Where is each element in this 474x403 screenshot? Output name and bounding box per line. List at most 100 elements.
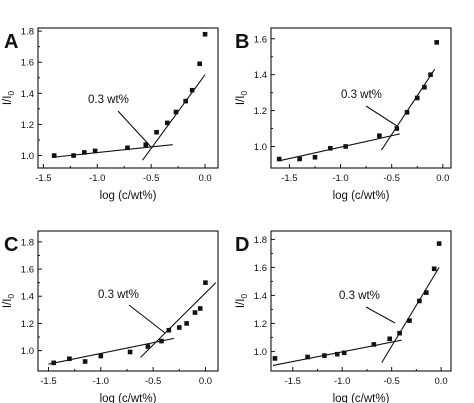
x-tick-label-c: -0.5 bbox=[145, 376, 161, 387]
y-tick-label-a: 1.6 bbox=[21, 58, 34, 69]
annotation-text-d: 0.3 wt% bbox=[339, 290, 380, 302]
data-point-c bbox=[82, 359, 88, 364]
panel-label-d: D bbox=[235, 234, 249, 256]
x-tick-label-a: -1.5 bbox=[35, 173, 51, 184]
fit-line-high-d bbox=[381, 267, 440, 363]
y-axis-title-sub-a: 0 bbox=[6, 91, 16, 96]
data-point-c bbox=[192, 310, 198, 315]
data-point-a bbox=[71, 153, 76, 158]
y-axis-title-sub-c: 0 bbox=[6, 294, 16, 299]
y-tick-label-d: 1.2 bbox=[254, 319, 267, 330]
x-tick-label-a: -1.0 bbox=[89, 173, 105, 184]
data-point-c bbox=[127, 349, 133, 355]
data-point-a bbox=[165, 120, 170, 126]
data-point-d bbox=[417, 298, 422, 304]
data-point-a bbox=[189, 87, 195, 93]
data-point-b bbox=[394, 126, 400, 131]
x-tick-label-b: -1.0 bbox=[332, 173, 348, 184]
data-point-b bbox=[276, 156, 282, 162]
data-point-c bbox=[51, 360, 56, 366]
data-point-a bbox=[82, 150, 87, 155]
data-point-a bbox=[154, 129, 159, 135]
data-point-a bbox=[125, 145, 130, 151]
y-tick-label-a: 1.2 bbox=[21, 120, 34, 131]
y-axis-title-a: I/I0 bbox=[2, 91, 16, 106]
data-point-b bbox=[428, 72, 433, 77]
data-point-c bbox=[197, 306, 203, 311]
data-point-a bbox=[92, 148, 98, 154]
data-point-a bbox=[173, 109, 179, 115]
data-point-c bbox=[176, 325, 182, 330]
y-axis-title-main-d: I/I bbox=[235, 299, 247, 309]
x-tick-label-b: -0.5 bbox=[383, 173, 399, 184]
x-tick-label-c: 0.0 bbox=[199, 376, 212, 387]
y-tick-label-c: 1.8 bbox=[21, 237, 34, 248]
annotation-text-c: 0.3 wt% bbox=[98, 289, 139, 301]
x-tick-label-d: -0.5 bbox=[383, 376, 399, 387]
data-point-c bbox=[166, 327, 172, 333]
data-point-c bbox=[159, 338, 164, 344]
data-point-a bbox=[197, 61, 202, 67]
data-point-d bbox=[431, 266, 437, 272]
x-tick-label-b: 0.0 bbox=[436, 173, 449, 184]
x-axis-title-b: log (c/wt%) bbox=[333, 190, 390, 202]
data-point-d bbox=[436, 241, 442, 246]
y-tick-label-b: 1.4 bbox=[254, 70, 267, 81]
y-tick-label-d: 1.8 bbox=[254, 235, 267, 246]
x-tick-label-d: 0.0 bbox=[435, 376, 448, 387]
x-tick-label-a: -0.5 bbox=[143, 173, 159, 184]
x-tick-label-b: -1.5 bbox=[281, 173, 297, 184]
panel-label-c: C bbox=[4, 234, 18, 256]
data-point-b bbox=[414, 95, 420, 101]
data-point-d bbox=[341, 350, 347, 356]
data-point-b bbox=[343, 144, 348, 149]
data-point-d bbox=[387, 336, 392, 342]
x-tick-label-c: -1.5 bbox=[40, 376, 56, 387]
y-tick-label-c: 1.6 bbox=[21, 265, 34, 276]
y-axis-title-main-c: I/I bbox=[2, 299, 14, 309]
x-tick-label-c: -1.0 bbox=[93, 376, 109, 387]
data-point-a bbox=[143, 142, 149, 147]
fit-line-high-a bbox=[142, 74, 206, 161]
annotation-arrow-c bbox=[128, 304, 166, 334]
data-point-b bbox=[434, 40, 439, 45]
y-tick-label-d: 1.6 bbox=[254, 263, 267, 274]
y-axis-title-main-b: I/I bbox=[235, 96, 247, 106]
data-point-a bbox=[202, 31, 208, 37]
plot-frame-c bbox=[37, 230, 219, 372]
x-tick-label-a: 0.0 bbox=[198, 173, 211, 184]
y-tick-label-a: 1.0 bbox=[21, 151, 34, 162]
data-point-d bbox=[371, 342, 377, 347]
y-tick-label-c: 1.2 bbox=[21, 319, 34, 330]
plot-frame-a bbox=[37, 27, 219, 169]
x-axis-title-d: log (c/wt%) bbox=[333, 393, 390, 403]
plot-frame-b bbox=[270, 27, 452, 169]
data-point-d bbox=[322, 353, 327, 358]
data-point-d bbox=[334, 351, 340, 357]
y-tick-label-d: 1.0 bbox=[254, 347, 267, 358]
y-tick-label-a: 1.4 bbox=[21, 89, 34, 100]
data-point-b bbox=[297, 156, 302, 162]
fit-line-low-b bbox=[279, 133, 400, 162]
data-point-b bbox=[377, 133, 382, 138]
y-tick-label-b: 1.6 bbox=[254, 34, 267, 45]
y-axis-title-d: I/I0 bbox=[235, 294, 249, 309]
fit-line-high-c bbox=[140, 282, 217, 358]
y-tick-label-b: 1.0 bbox=[254, 142, 267, 153]
y-tick-label-c: 1.0 bbox=[21, 346, 34, 357]
y-axis-title-sub-d: 0 bbox=[239, 294, 249, 299]
annotation-arrow-a bbox=[117, 110, 153, 149]
y-axis-title-c: I/I0 bbox=[2, 294, 16, 309]
data-point-d bbox=[397, 330, 402, 336]
data-point-b bbox=[404, 110, 410, 115]
data-point-d bbox=[305, 354, 310, 360]
annotation-text-a: 0.3 wt% bbox=[88, 94, 129, 106]
y-tick-label-a: 1.8 bbox=[21, 27, 34, 38]
y-axis-title-b: I/I0 bbox=[235, 91, 249, 106]
data-point-d bbox=[407, 318, 412, 323]
x-tick-label-d: -1.0 bbox=[334, 376, 350, 387]
data-point-c bbox=[203, 280, 208, 285]
data-point-a bbox=[183, 98, 188, 104]
x-axis-title-c: log (c/wt%) bbox=[100, 393, 157, 403]
x-axis-title-a: log (c/wt%) bbox=[100, 190, 157, 202]
